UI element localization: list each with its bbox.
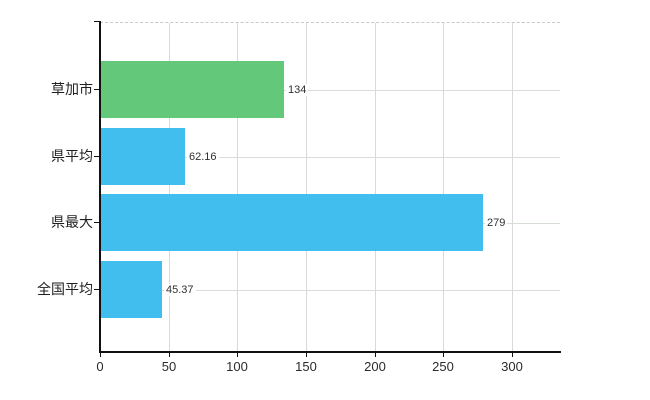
category-label-県平均: 県平均	[51, 148, 93, 164]
horizontal-gridline	[100, 290, 560, 291]
plot-area: 134 62.16 279 45.37	[100, 22, 560, 352]
x-axis-tick	[443, 352, 444, 357]
vertical-gridline	[443, 23, 444, 352]
horizontal-gridline	[100, 90, 560, 91]
vertical-gridline	[512, 23, 513, 352]
value-label: 134	[286, 84, 309, 96]
bar-全国平均	[100, 261, 162, 318]
x-tick-label: 200	[364, 359, 386, 374]
value-label: 62.16	[187, 151, 219, 163]
value-label: 279	[485, 217, 508, 229]
bar-草加市	[100, 61, 284, 118]
x-axis-tick	[237, 352, 238, 357]
y-axis-tick	[94, 222, 99, 223]
value-label: 45.37	[164, 284, 196, 296]
category-label-草加市: 草加市	[51, 81, 93, 97]
vertical-gridline	[375, 23, 376, 352]
category-label-全国平均: 全国平均	[37, 281, 93, 297]
x-tick-label: 100	[226, 359, 248, 374]
y-axis-tick	[94, 156, 99, 157]
bar-県平均	[100, 128, 185, 185]
y-axis-line	[99, 21, 101, 353]
x-axis-line	[99, 351, 561, 353]
x-axis-tick	[169, 352, 170, 357]
x-tick-label: 300	[501, 359, 523, 374]
category-label-県最大: 県最大	[51, 214, 93, 230]
y-axis-tick	[94, 89, 99, 90]
x-tick-label: 250	[432, 359, 454, 374]
x-tick-label: 150	[295, 359, 317, 374]
x-axis-tick	[100, 352, 101, 357]
x-axis-tick	[512, 352, 513, 357]
vertical-gridline	[169, 23, 170, 352]
x-tick-label: 50	[161, 359, 177, 374]
bar-県最大	[100, 194, 483, 251]
x-tick-label: 0	[96, 359, 104, 374]
x-axis-tick	[306, 352, 307, 357]
y-axis-tick	[94, 289, 99, 290]
vertical-gridline	[306, 23, 307, 352]
vertical-gridline	[237, 23, 238, 352]
x-axis-tick	[375, 352, 376, 357]
y-axis-top-tick	[94, 21, 99, 22]
horizontal-gridline	[100, 157, 560, 158]
